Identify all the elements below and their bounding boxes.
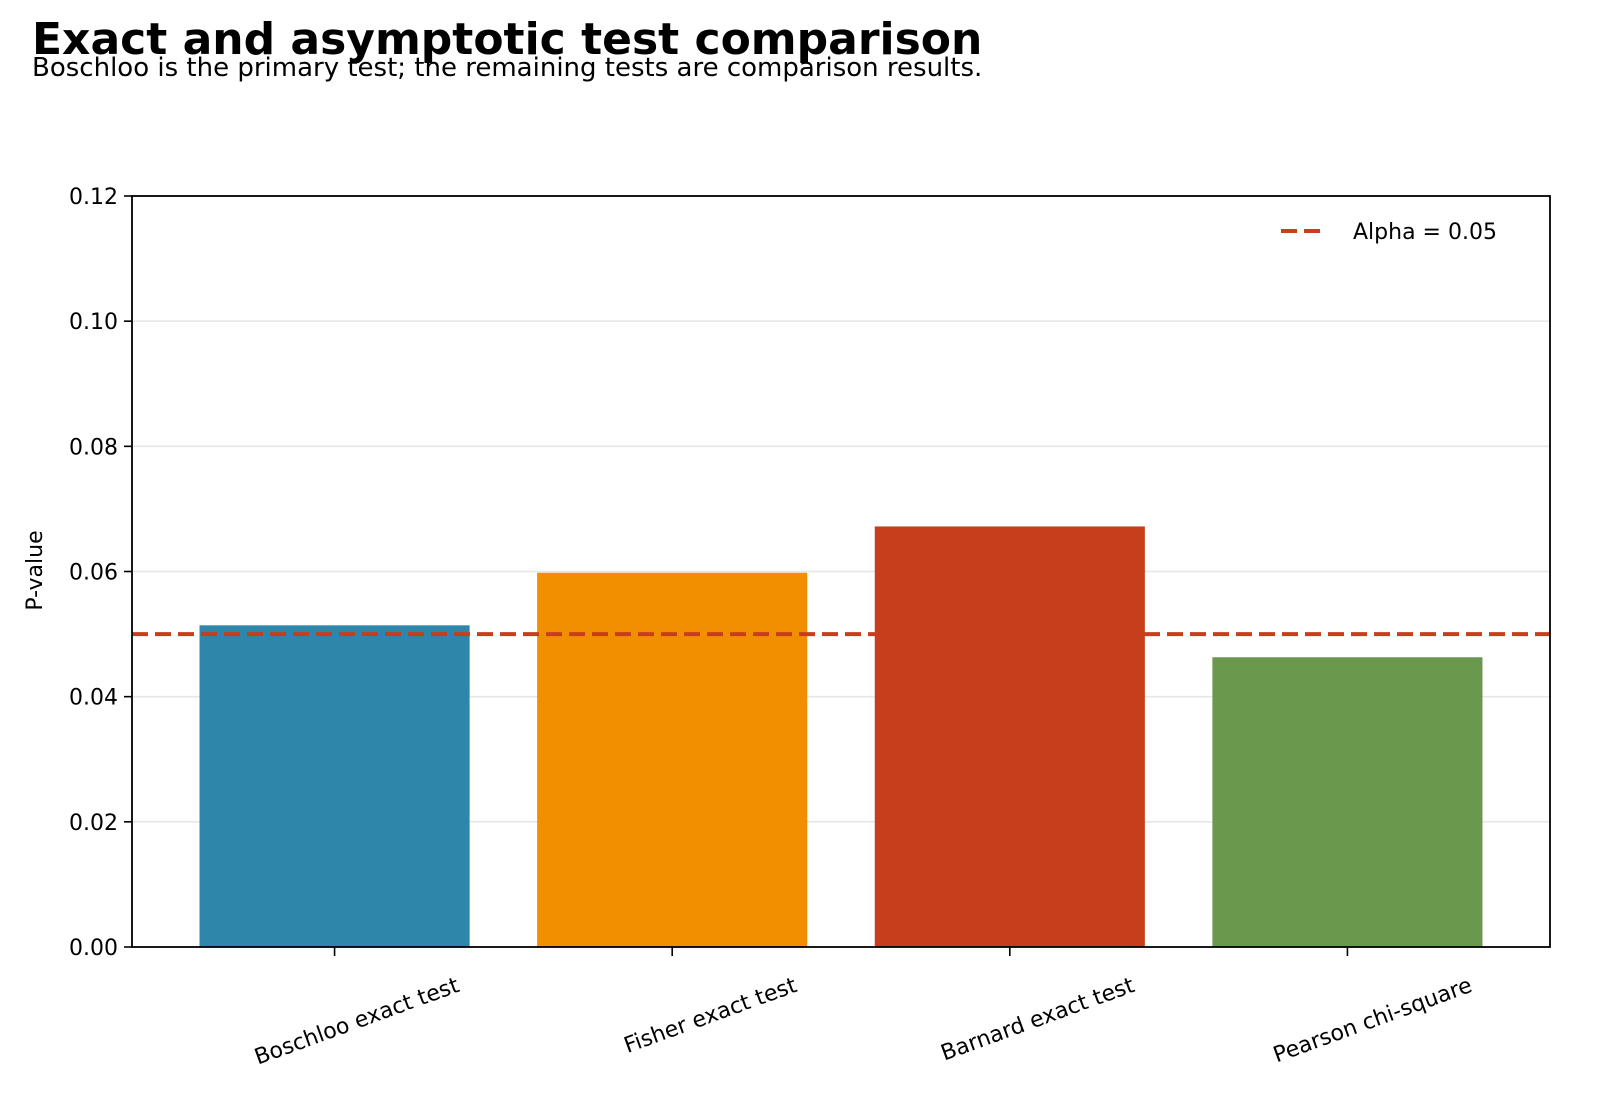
- y-tick-label: 0.02: [69, 811, 118, 836]
- chart-subtitle: Boschloo is the primary test; the remain…: [32, 53, 983, 83]
- x-axis-ticks: Boschloo exact test Fisher exact test Barn…: [251, 947, 1475, 1070]
- y-tick-label: 0.12: [69, 185, 118, 210]
- bar-barnard-exact-test: [874, 526, 1145, 947]
- legend-label-alpha: Alpha = 0.05: [1353, 220, 1497, 245]
- bars: [199, 526, 1483, 947]
- x-tick-label: Boschloo exact test: [251, 973, 463, 1070]
- x-tick-label: Pearson chi-square: [1270, 973, 1475, 1068]
- y-tick-label: 0.08: [69, 435, 118, 460]
- y-axis-label: P-value: [23, 530, 48, 610]
- x-tick-label: Fisher exact test: [621, 973, 801, 1059]
- y-axis-ticks: 0.00 0.02 0.04 0.06 0.08 0.10 0.12: [69, 185, 132, 961]
- chart-title: Exact and asymptotic test comparison: [32, 14, 983, 65]
- y-tick-label: 0.04: [69, 686, 118, 711]
- y-tick-label: 0.10: [69, 310, 118, 335]
- bar-fisher-exact-test: [537, 572, 808, 947]
- y-tick-label: 0.06: [69, 561, 118, 586]
- y-tick-label: 0.00: [69, 936, 118, 961]
- x-tick-label: Barnard exact test: [938, 973, 1138, 1066]
- bar-pearson-chi-square: [1212, 657, 1483, 947]
- legend: Alpha = 0.05: [1281, 220, 1497, 245]
- bar-boschloo-exact-test: [199, 625, 470, 947]
